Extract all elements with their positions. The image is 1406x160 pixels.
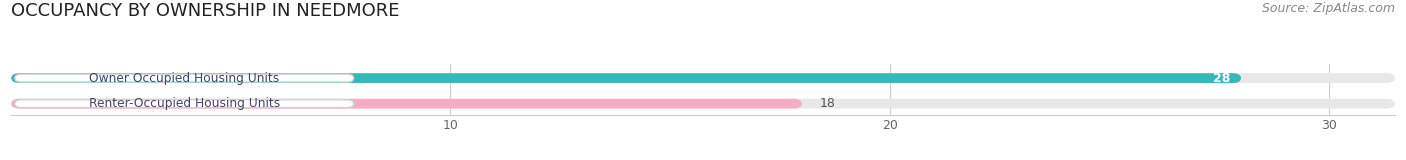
FancyBboxPatch shape xyxy=(14,100,354,108)
FancyBboxPatch shape xyxy=(11,99,1395,108)
Text: Source: ZipAtlas.com: Source: ZipAtlas.com xyxy=(1261,2,1395,15)
Text: 28: 28 xyxy=(1212,72,1230,85)
Text: Owner Occupied Housing Units: Owner Occupied Housing Units xyxy=(89,72,280,85)
Text: 18: 18 xyxy=(820,97,835,110)
FancyBboxPatch shape xyxy=(11,73,1395,83)
FancyBboxPatch shape xyxy=(14,74,354,82)
Text: Renter-Occupied Housing Units: Renter-Occupied Housing Units xyxy=(89,97,280,110)
FancyBboxPatch shape xyxy=(11,73,1241,83)
FancyBboxPatch shape xyxy=(11,99,801,108)
Text: OCCUPANCY BY OWNERSHIP IN NEEDMORE: OCCUPANCY BY OWNERSHIP IN NEEDMORE xyxy=(11,2,399,20)
